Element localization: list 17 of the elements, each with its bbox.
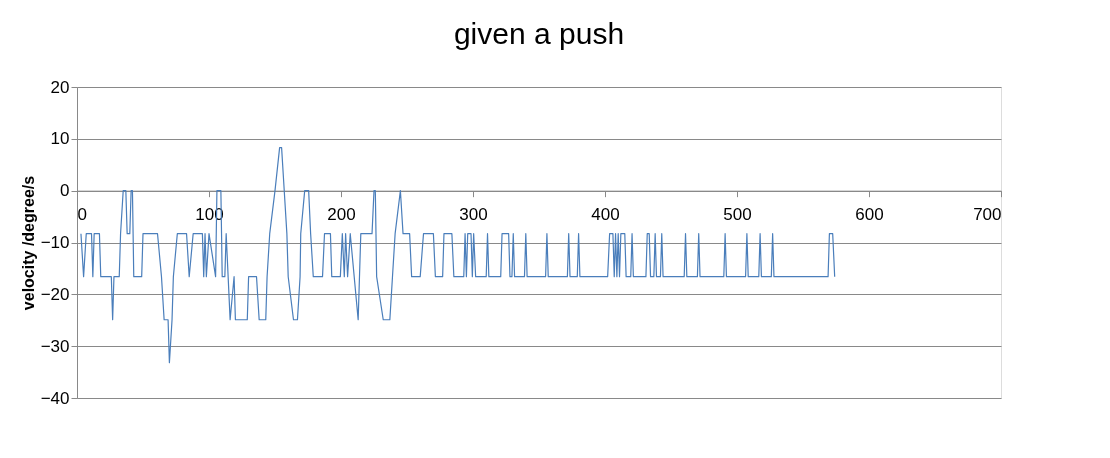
x-tick-label: 500 bbox=[723, 205, 752, 225]
chart-title: given a push bbox=[453, 17, 625, 50]
y-tick-label: −20 bbox=[40, 284, 70, 304]
y-tick-label: 20 bbox=[50, 77, 70, 97]
y-axis-title: velocity /degree/s bbox=[19, 175, 37, 311]
x-tick-label: 300 bbox=[459, 205, 488, 225]
y-tick-label: 0 bbox=[60, 181, 70, 201]
x-tick-label: 700 bbox=[973, 205, 1002, 225]
x-tick-label: 600 bbox=[855, 205, 884, 225]
y-tick-label: −30 bbox=[40, 336, 70, 356]
y-tick-label: −10 bbox=[40, 233, 70, 252]
y-tick-label: 10 bbox=[50, 129, 70, 149]
y-tick-label: −40 bbox=[40, 388, 70, 408]
x-tick-label: 400 bbox=[591, 205, 620, 225]
x-tick-label: 0 bbox=[77, 205, 87, 225]
x-tick-label: 200 bbox=[327, 205, 356, 225]
line-series bbox=[80, 147, 836, 364]
